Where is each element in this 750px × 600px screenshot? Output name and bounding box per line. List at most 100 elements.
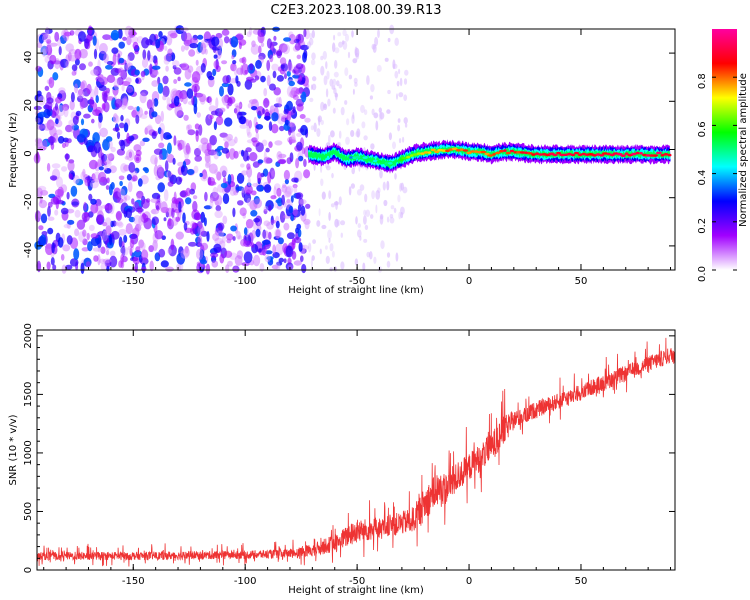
noise-mark — [49, 126, 57, 137]
noise-mark — [298, 74, 303, 82]
noise-mark — [150, 98, 155, 109]
sparse-noise-mark — [388, 132, 392, 141]
spectrogram-y-tick-label: 0 — [23, 150, 34, 156]
noise-mark — [221, 82, 230, 88]
sparse-noise-mark — [372, 44, 377, 53]
noise-mark — [109, 255, 118, 268]
noise-mark — [167, 48, 173, 57]
snr-x-tick-label: -150 — [122, 576, 145, 587]
noise-mark — [55, 96, 62, 104]
noise-mark — [172, 90, 180, 96]
noise-mark — [83, 113, 91, 119]
noise-mark — [223, 136, 232, 142]
noise-mark — [292, 106, 296, 114]
noise-mark — [156, 166, 165, 179]
noise-mark — [91, 173, 96, 182]
noise-mark — [98, 50, 107, 61]
noise-mark — [163, 217, 167, 222]
noise-mark — [258, 52, 266, 60]
noise-mark — [271, 63, 279, 71]
snr-x-tick-label: -50 — [349, 576, 365, 587]
noise-mark — [219, 165, 228, 177]
noise-mark — [152, 239, 158, 251]
noise-mark — [236, 230, 241, 240]
noise-mark — [266, 74, 271, 87]
sparse-noise-mark — [332, 107, 336, 114]
noise-mark — [48, 77, 55, 89]
sparse-noise-mark — [394, 70, 399, 79]
ridge-mark — [462, 149, 469, 152]
noise-mark — [103, 161, 107, 166]
noise-mark — [215, 65, 221, 73]
sparse-noise-mark — [311, 83, 317, 91]
noise-mark — [127, 181, 133, 193]
noise-mark — [300, 255, 304, 262]
noise-mark — [149, 63, 153, 75]
noise-mark — [207, 181, 217, 186]
noise-mark — [298, 242, 303, 252]
noise-mark — [182, 247, 191, 257]
sparse-noise-mark — [403, 94, 408, 101]
noise-mark — [200, 211, 206, 223]
noise-mark — [205, 162, 211, 169]
noise-mark — [164, 45, 168, 51]
noise-mark — [185, 187, 191, 197]
sparse-noise-mark — [386, 109, 391, 114]
noise-mark — [127, 52, 135, 61]
noise-mark — [194, 155, 202, 162]
noise-mark — [124, 62, 128, 72]
noise-mark — [92, 132, 100, 144]
noise-mark — [232, 60, 237, 65]
noise-mark — [131, 198, 135, 205]
noise-mark — [201, 169, 208, 180]
sparse-noise-mark — [354, 47, 360, 58]
sparse-noise-mark — [327, 229, 332, 240]
noise-mark — [62, 142, 66, 149]
noise-mark — [279, 57, 287, 65]
noise-mark — [116, 197, 124, 204]
noise-mark — [93, 141, 101, 154]
noise-mark — [269, 167, 276, 180]
noise-mark — [234, 255, 243, 266]
noise-mark — [129, 247, 133, 257]
noise-mark — [210, 110, 218, 116]
spectrogram-x-tick-label: 50 — [575, 276, 588, 287]
noise-mark — [280, 68, 286, 75]
noise-mark — [269, 54, 274, 63]
sparse-noise-mark — [323, 103, 328, 111]
noise-mark — [47, 42, 51, 54]
noise-mark — [128, 162, 136, 173]
noise-mark — [155, 38, 161, 49]
noise-mark — [44, 244, 53, 249]
sparse-noise-mark — [375, 190, 381, 200]
noise-mark — [109, 250, 116, 257]
sparse-noise-mark — [318, 208, 321, 217]
noise-mark — [210, 191, 219, 202]
noise-mark — [82, 229, 87, 237]
noise-mark — [296, 54, 301, 60]
snr-series-line — [36, 337, 676, 567]
noise-mark — [101, 90, 108, 102]
noise-mark — [228, 148, 236, 160]
noise-mark — [167, 181, 174, 187]
sparse-noise-mark — [350, 183, 355, 189]
noise-mark — [246, 163, 251, 170]
noise-mark — [261, 230, 270, 239]
noise-mark — [293, 184, 298, 194]
noise-mark — [122, 98, 129, 108]
snr-y-tick-label: 0 — [23, 567, 34, 573]
noise-mark — [299, 114, 306, 119]
noise-mark — [252, 183, 259, 187]
sparse-noise-mark — [380, 240, 385, 250]
colorbar-tick-label: 0.8 — [697, 73, 708, 89]
noise-mark — [160, 129, 164, 141]
noise-mark — [238, 116, 246, 125]
sparse-noise-mark — [320, 55, 324, 61]
noise-mark — [94, 85, 99, 98]
sparse-noise-mark — [383, 199, 388, 207]
noise-mark — [100, 246, 106, 254]
noise-mark — [88, 159, 98, 170]
noise-mark — [113, 78, 120, 91]
noise-mark — [264, 255, 271, 263]
noise-mark — [74, 228, 80, 237]
